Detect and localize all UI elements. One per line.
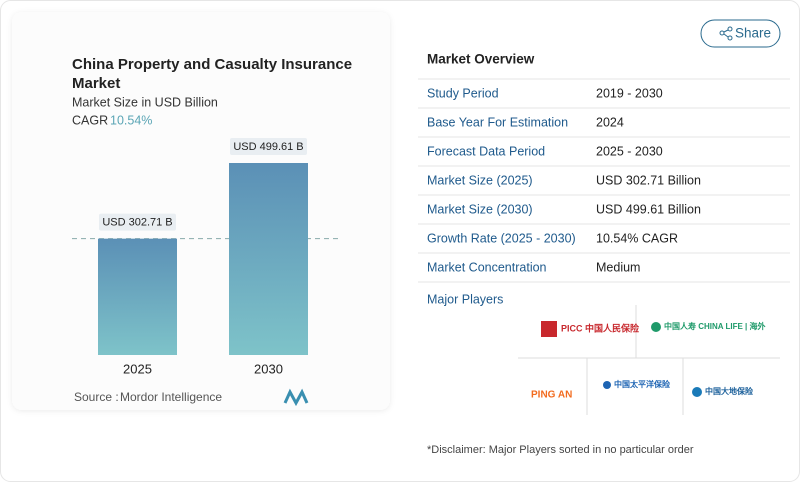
x-tick-label: 2030 xyxy=(254,361,283,376)
player-logo: 中国大地保险 xyxy=(705,386,754,396)
share-button[interactable] xyxy=(700,19,781,48)
value-label-bg xyxy=(99,213,176,231)
cagr-value: 10.54% xyxy=(110,113,152,127)
bar xyxy=(98,238,177,355)
picc-icon xyxy=(541,321,557,337)
player-logo: 中国人寿 CHINA LIFE | 海外 xyxy=(664,321,766,331)
row-label: Forecast Data Period xyxy=(427,144,545,158)
row-label: Base Year For Estimation xyxy=(427,115,568,129)
value-label: USD 499.61 B xyxy=(233,141,303,153)
cagr-label: CAGR xyxy=(72,113,108,127)
row-label: Study Period xyxy=(427,86,499,100)
value-label: USD 302.71 B xyxy=(102,217,172,229)
bar xyxy=(229,163,308,355)
row-value: 2019 - 2030 xyxy=(596,86,663,100)
overview-title: Market Overview xyxy=(427,52,535,67)
player-logo: PING AN xyxy=(531,390,572,401)
share-icon xyxy=(719,26,733,41)
player-logo: 中国太平洋保险 xyxy=(614,379,671,389)
row-value: Medium xyxy=(596,260,640,274)
row-label: Market Concentration xyxy=(427,260,547,274)
chart-subtitle: Market Size in USD Billion xyxy=(72,95,218,109)
row-label: Growth Rate (2025 - 2030) xyxy=(427,231,576,245)
chart-title: China Property and Casualty Insurance Mar… xyxy=(72,56,352,92)
disclaimer: *Disclaimer: Major Players sorted in no … xyxy=(427,444,694,456)
row-value: 2025 - 2030 xyxy=(596,144,663,158)
players-title: Major Players xyxy=(427,292,503,306)
share-label[interactable]: Share xyxy=(735,26,771,41)
cci-icon xyxy=(692,387,702,397)
row-label: Market Size (2030) xyxy=(427,202,533,216)
cpic-icon xyxy=(603,381,611,389)
source: Mordor Intelligence xyxy=(120,390,222,404)
row-label: Market Size (2025) xyxy=(427,173,533,187)
x-tick-label: 2025 xyxy=(123,361,152,376)
logo-grid xyxy=(518,305,780,415)
overview-table: Study Period 2019 - 2030 Base Year For Est… xyxy=(418,78,790,283)
row-value: USD 302.71 Billion xyxy=(596,173,701,187)
player-logo: PICC 中国人民保险 xyxy=(561,322,640,333)
brand-logo xyxy=(283,388,309,407)
row-value: USD 499.61 Billion xyxy=(596,202,701,216)
source-label: Source : xyxy=(74,390,119,404)
value-label-bg xyxy=(230,138,307,155)
chinalife-icon xyxy=(651,322,661,332)
row-value: 10.54% CAGR xyxy=(596,231,678,245)
row-value: 2024 xyxy=(596,115,624,129)
